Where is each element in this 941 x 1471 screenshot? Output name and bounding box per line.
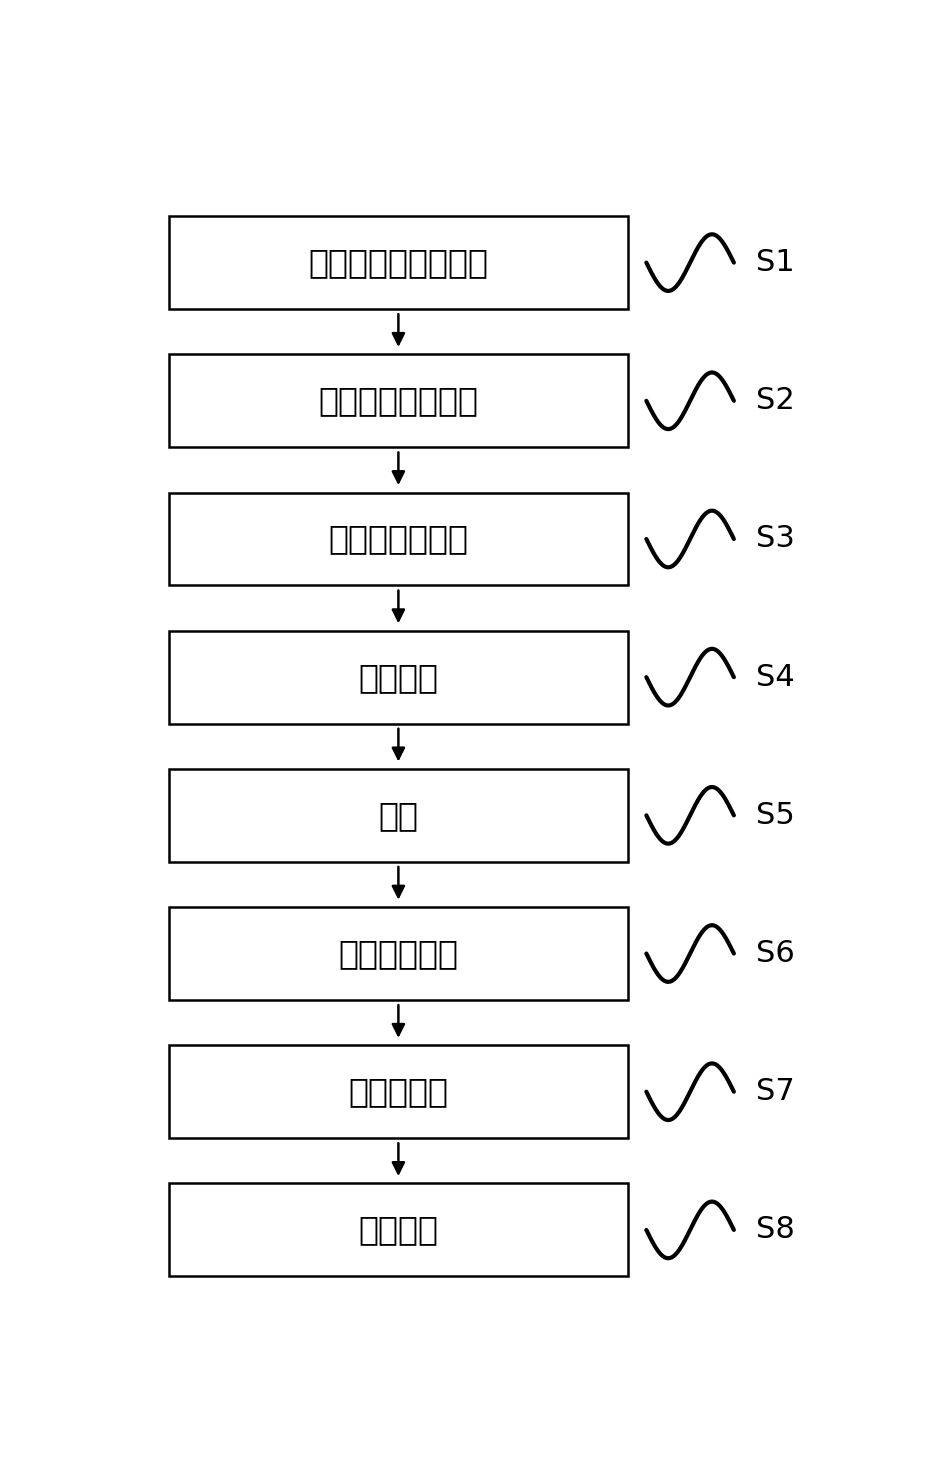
Bar — [168, 769, 628, 862]
Text: S7: S7 — [756, 1077, 794, 1106]
Bar — [168, 493, 628, 585]
Bar — [168, 355, 628, 447]
Text: 轧光、预缩: 轧光、预缩 — [348, 1075, 449, 1108]
Bar — [168, 216, 628, 309]
Text: 碱氧冷堆、水洗: 碱氧冷堆、水洗 — [328, 522, 469, 556]
Text: 翻布缝头、烧毛处理: 翻布缝头、烧毛处理 — [309, 246, 488, 279]
Text: S5: S5 — [756, 800, 794, 830]
Text: S6: S6 — [756, 938, 794, 968]
Bar — [168, 631, 628, 724]
Text: S1: S1 — [756, 249, 794, 277]
Bar — [168, 1046, 628, 1139]
Bar — [168, 1184, 628, 1277]
Text: S8: S8 — [756, 1215, 794, 1244]
Bar — [168, 908, 628, 1000]
Text: 酶堆置退浆、水洗: 酶堆置退浆、水洗 — [318, 384, 478, 418]
Text: S2: S2 — [756, 387, 794, 415]
Text: 染色: 染色 — [378, 799, 419, 831]
Text: S4: S4 — [756, 662, 794, 691]
Text: 成品打卷: 成品打卷 — [359, 1214, 439, 1246]
Text: 树脂免烫整理: 树脂免烫整理 — [339, 937, 458, 969]
Text: 低碱丝光: 低碱丝光 — [359, 660, 439, 694]
Text: S3: S3 — [756, 525, 794, 553]
